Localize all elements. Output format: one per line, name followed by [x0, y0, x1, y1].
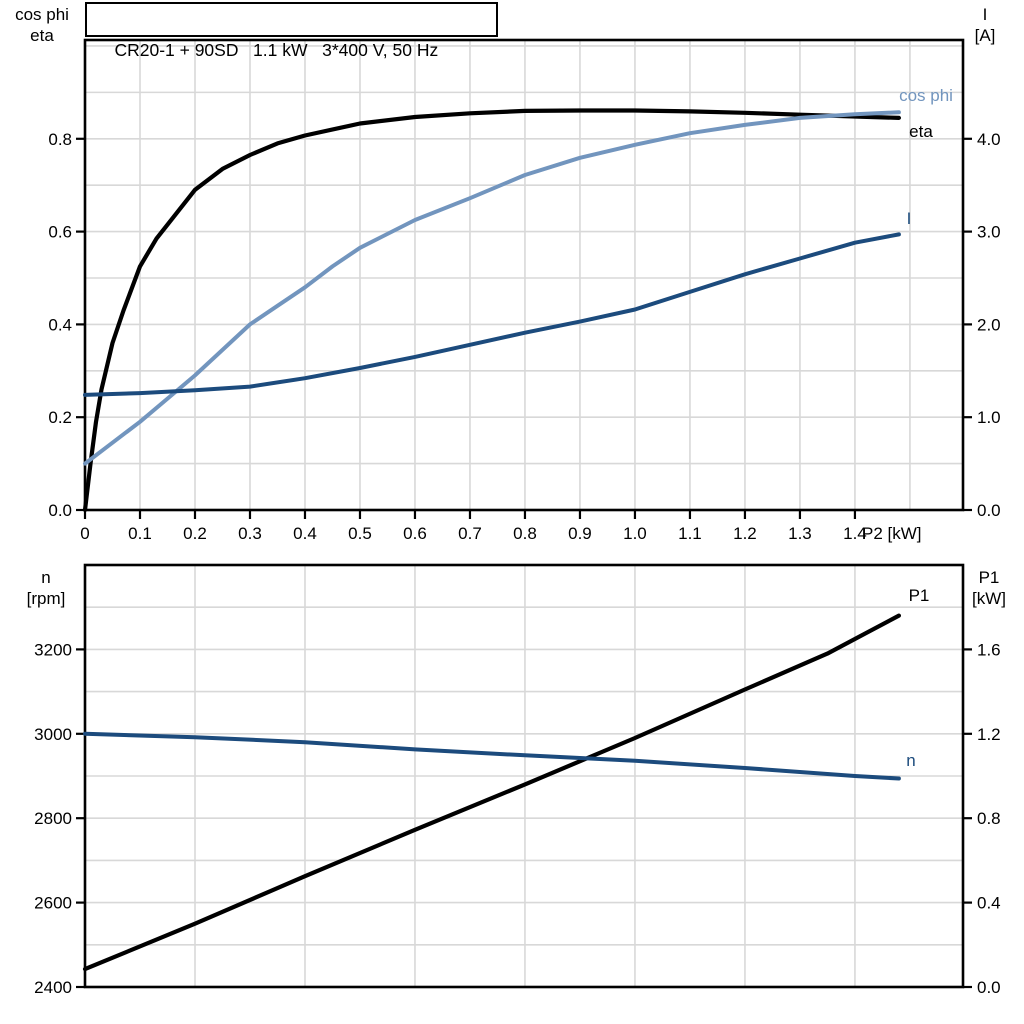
top-chart-left-axis-title: cos phi eta	[2, 4, 82, 46]
axis-ticks	[76, 137, 972, 519]
tick-label: 0.1	[128, 524, 152, 543]
axis-title-line: cos phi	[15, 5, 69, 24]
axis-title-line: [A]	[974, 26, 996, 45]
tick-label: 4.0	[977, 130, 1001, 149]
bottom-chart-left-axis-title: n [rpm]	[6, 567, 86, 609]
series-label-P1: P1	[909, 586, 930, 605]
axis-title-line: P1	[978, 568, 1000, 587]
series-label-eta: eta	[909, 122, 933, 141]
tick-label: 2400	[34, 978, 72, 997]
tick-labels: 0.0 0.2 0.4 0.6 0.8 0.0 1.0 2.0 3.0 4.0 0 0.1 0.2 0.3…	[48, 130, 1000, 543]
bottom-chart-right-axis-title: P1 [kW]	[954, 567, 1024, 609]
tick-label: 0.0	[48, 501, 72, 520]
axis-title-line: eta	[30, 26, 54, 45]
tick-label: 1.1	[678, 524, 702, 543]
axis-title-line: [rpm]	[26, 589, 66, 608]
top-chart-right-axis-title: I [A]	[946, 4, 1024, 46]
tick-label: 0.4	[293, 524, 317, 543]
tick-label: 1.2	[977, 725, 1001, 744]
tick-label: 0.8	[977, 809, 1001, 828]
tick-label: 0.0	[977, 978, 1001, 997]
chart-0: 0.0 0.2 0.4 0.6 0.8 0.0 1.0 2.0 3.0 4.0 0 0.1 0.2 0.3…	[48, 38, 1001, 543]
tick-label: 0.6	[48, 223, 72, 242]
series-curve-I	[83, 232, 901, 397]
series-curve-eta	[82, 108, 902, 513]
tick-label: 3000	[34, 725, 72, 744]
tick-label: 2.0	[977, 315, 1001, 334]
tick-label: 0.5	[348, 524, 372, 543]
tick-label: 0.2	[183, 524, 207, 543]
chart-title-box: CR20-1 + 90SD 1.1 kW 3*400 V, 50 Hz	[85, 2, 498, 60]
tick-label: 0.9	[568, 524, 592, 543]
tick-label: 0.4	[48, 315, 72, 334]
tick-label: 0.2	[48, 408, 72, 427]
tick-label: 0.4	[977, 894, 1001, 913]
grid-lines	[85, 565, 963, 987]
axis-title-line: I	[982, 5, 988, 24]
tick-label: 1.6	[977, 640, 1001, 659]
series-curve-P1	[82, 613, 902, 972]
chart-1: 2400 2600 2800 3000 3200 0.0 0.4 0.8 1.2 1.6 P1 n	[34, 563, 1001, 997]
series-curve-cos-phi	[83, 110, 901, 466]
tick-label: 0.3	[238, 524, 262, 543]
tick-label: 1.2	[733, 524, 757, 543]
series-label-n: n	[906, 751, 915, 770]
tick-label: 0.8	[513, 524, 537, 543]
tick-labels: 2400 2600 2800 3000 3200 0.0 0.4 0.8 1.2 1.6	[34, 640, 1000, 997]
tick-label: 0.6	[403, 524, 427, 543]
series-curve-n	[83, 731, 901, 781]
x-axis-unit-label: P2 [kW]	[862, 524, 922, 543]
tick-label: 2600	[34, 894, 72, 913]
tick-label: 1.0	[623, 524, 647, 543]
tick-label: 1.4	[843, 524, 867, 543]
tick-label: 2800	[34, 809, 72, 828]
tick-label: 0.0	[977, 501, 1001, 520]
tick-label: 0	[80, 524, 89, 543]
tick-label: 1.3	[788, 524, 812, 543]
tick-label: 3200	[34, 640, 72, 659]
axis-title-line: [kW]	[972, 589, 1006, 608]
tick-label: 1.0	[977, 408, 1001, 427]
tick-label: 3.0	[977, 223, 1001, 242]
series-label-I: I	[907, 209, 912, 228]
axis-title-line: n	[41, 568, 51, 587]
axis-ticks	[76, 648, 972, 989]
chart-title: CR20-1 + 90SD 1.1 kW 3*400 V, 50 Hz	[114, 40, 439, 60]
tick-label: 0.7	[458, 524, 482, 543]
series-label-cos-phi: cos phi	[899, 86, 953, 105]
tick-label: 0.8	[48, 130, 72, 149]
plot-frame	[83, 563, 965, 989]
